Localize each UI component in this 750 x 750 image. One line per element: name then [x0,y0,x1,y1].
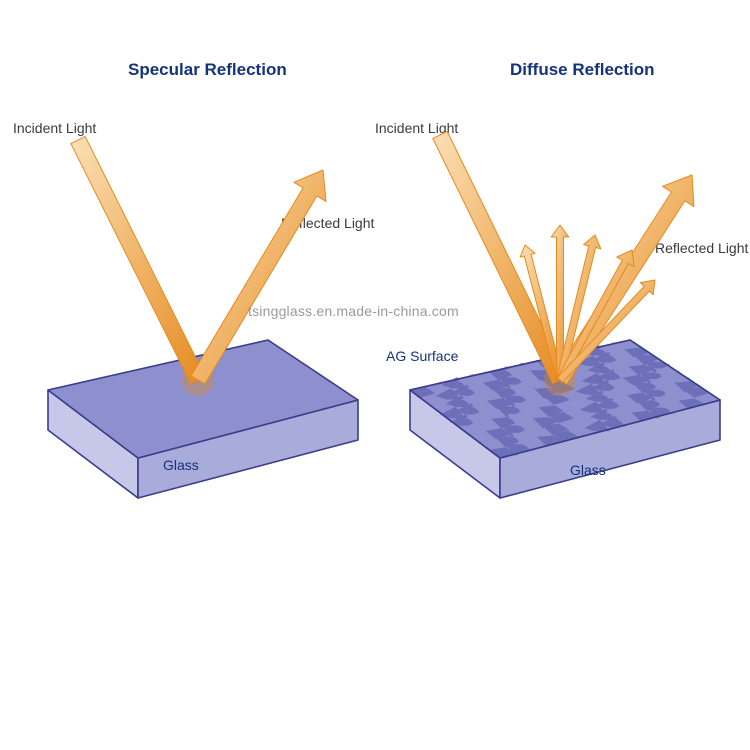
light-arrows-right [380,80,740,580]
glass-label-right: Glass [570,462,606,478]
specular-title: Specular Reflection [128,60,287,80]
diffuse-panel: Diffuse Reflection Incident Light Reflec… [380,80,740,580]
light-arrows-left [18,80,378,580]
glass-label-left: Glass [163,457,199,473]
watermark-text: tsingglass.en.made-in-china.com [248,303,459,319]
specular-panel: Specular Reflection Incident Light Refle… [18,80,378,580]
diffuse-title: Diffuse Reflection [510,60,655,80]
